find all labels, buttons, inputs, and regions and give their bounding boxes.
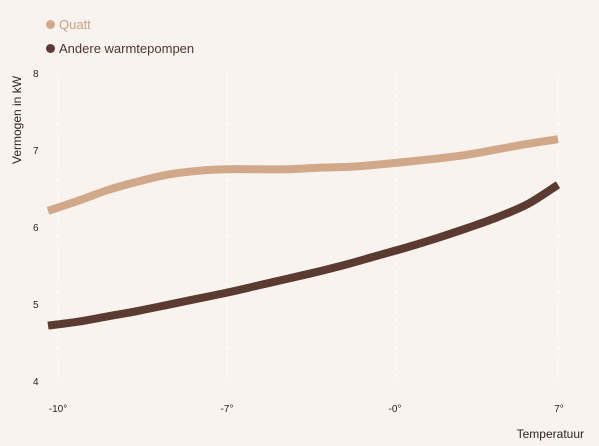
y-tick-label-7: 7 [33,146,39,157]
y-axis-ticks: 4 5 6 7 8 [33,69,39,388]
legend-dot-quatt [46,19,55,29]
legend-item-andere-warmtepompen[interactable]: Andere warmtepompen [46,38,194,58]
series-line-andere-warmtepompen [47,181,561,330]
series-line-quatt [46,135,559,215]
legend-label-quatt: Quatt [59,16,91,32]
y-tick-label-4: 4 [33,377,39,388]
legend-label-andere-warmtepompen: Andere warmtepompen [59,40,195,56]
x-tick-label-0: -10° [49,404,67,415]
chart-legend: Quatt Andere warmtepompen [46,14,194,62]
chart-series [46,135,561,330]
x-axis-title: Temperatuur [517,427,584,441]
y-tick-label-8: 8 [33,69,39,80]
x-tick-label-1: -7° [221,404,234,415]
y-axis-title: Vermogen in kW [10,75,24,164]
chart-grid [57,73,559,381]
x-tick-label-2: -0° [389,404,402,415]
legend-item-quatt[interactable]: Quatt [46,14,194,34]
legend-dot-andere-warmtepompen [46,43,55,53]
y-tick-label-6: 6 [33,223,39,234]
x-tick-label-3: 7° [554,404,564,415]
x-axis-ticks: -10° -7° -0° 7° [49,404,564,415]
y-tick-label-5: 5 [33,300,39,311]
